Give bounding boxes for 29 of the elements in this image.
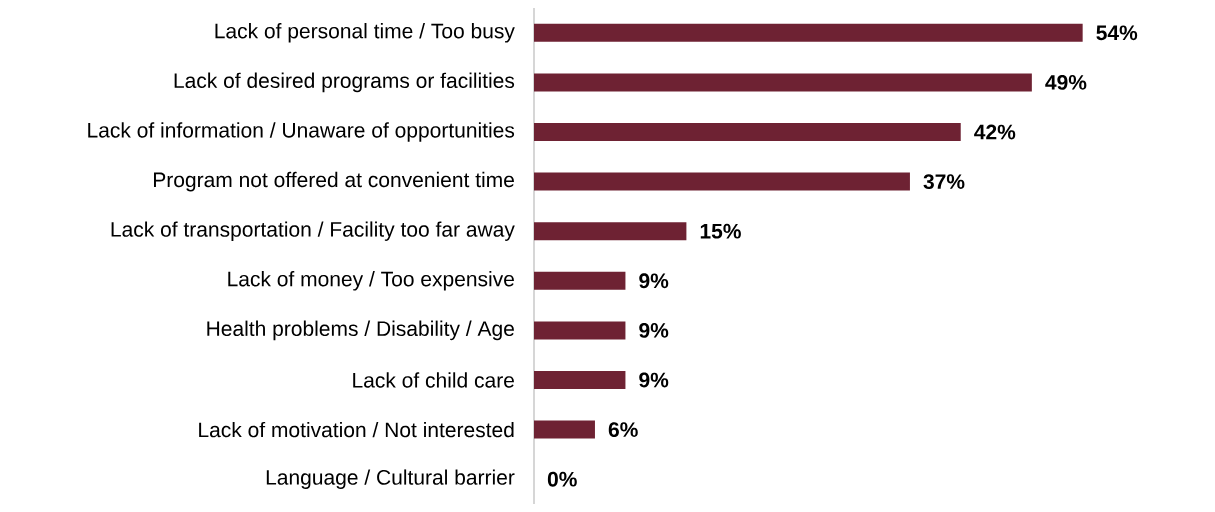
- bar: [534, 321, 626, 340]
- bar: [534, 222, 687, 241]
- data-label: 42%: [974, 124, 1016, 140]
- data-label: 6%: [608, 422, 638, 438]
- y-tick-label: Lack of information / Unaware of opportunities: [88, 122, 515, 142]
- bar: [534, 172, 910, 191]
- y-tick-label: Language / Cultural barrier: [266, 469, 515, 489]
- bar: [534, 23, 1083, 42]
- bar: [534, 73, 1032, 92]
- data-label: 0%: [547, 471, 577, 487]
- data-label: 37%: [923, 174, 965, 190]
- data-label: 49%: [1045, 74, 1087, 90]
- data-label: 54%: [1096, 25, 1138, 41]
- data-label: 15%: [700, 223, 741, 239]
- y-tick-label: Lack of motivation / Not interested: [199, 421, 514, 438]
- data-label: 9%: [639, 372, 669, 388]
- data-label: 9%: [639, 273, 669, 289]
- data-label: 9%: [639, 322, 669, 338]
- y-tick-label: Program not offered at convenient time: [154, 171, 514, 192]
- y-tick-label: Lack of money / Too expensive: [228, 271, 514, 291]
- bar: [534, 122, 961, 141]
- y-tick-label: Lack of transportation / Facility too far away: [111, 221, 515, 241]
- y-tick-label: Health problems / Disability / Age: [207, 320, 514, 341]
- y-tick-label: Lack of personal time / Too busy: [215, 23, 515, 43]
- y-tick-label: Lack of desired programs or facilities: [174, 72, 515, 93]
- bar: [534, 370, 626, 389]
- bar: [534, 271, 626, 290]
- y-tick-label: Lack of child care: [353, 372, 514, 388]
- bar: [534, 420, 595, 439]
